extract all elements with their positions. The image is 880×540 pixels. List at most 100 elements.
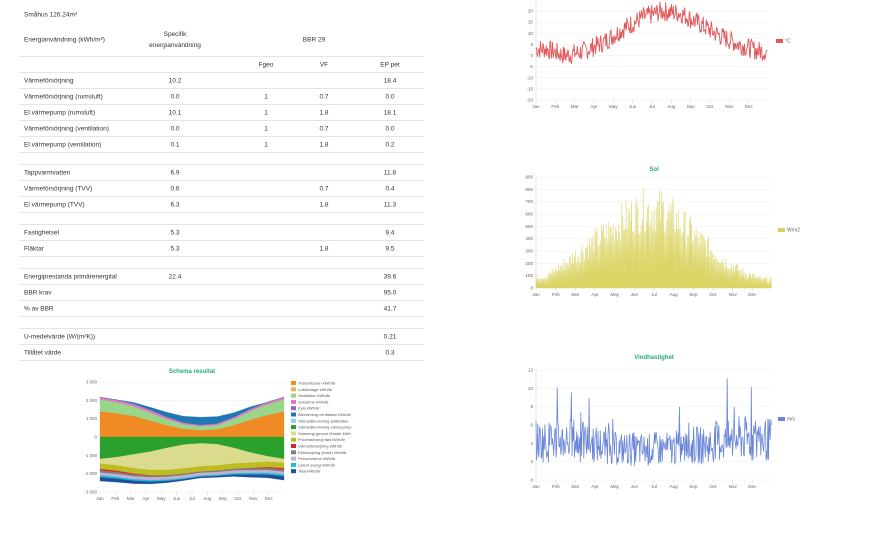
row-spec: 10.1	[168, 109, 182, 116]
y-tick-label: 1 000	[86, 416, 98, 421]
x-tick-label: Nov	[729, 292, 738, 297]
schema-resultat-chart: Schema resultat 3 000 2 000 1 000 0 -1 000 -2 …	[85, 369, 353, 501]
x-tick-label: Apr	[142, 496, 150, 501]
schema-legend-label: Luftläckage kWh/år	[298, 387, 333, 392]
x-tick-label: Aug	[670, 292, 679, 297]
x-tick-label: Feb	[552, 484, 560, 489]
building-title: Småhus 126.24m²	[24, 11, 78, 18]
row-label: Tillåtet värde	[24, 349, 61, 356]
x-tick-label: Oct	[234, 496, 242, 501]
row-vf: 0.7	[319, 125, 329, 132]
table-row: Värmeförsörjning 10.2 18.4	[20, 73, 424, 89]
y-tick-label: 10	[528, 386, 534, 391]
row-fgeo: 1	[264, 125, 268, 132]
x-tick-label: Sep	[689, 484, 698, 489]
sol-legend-label: W/m2	[787, 228, 800, 234]
sol-legend-swatch	[778, 228, 785, 232]
y-tick-label: 2 000	[86, 398, 98, 403]
row-label: BBR krav	[24, 289, 52, 296]
schema-legend-swatch	[291, 450, 296, 455]
schema-legend-label: Processenergi fast kWh/år	[298, 437, 346, 442]
row-spec: 6.9	[170, 169, 180, 176]
x-tick-label: Nov	[725, 104, 734, 109]
x-tick-label: Jun	[631, 484, 639, 489]
row-label: Tappvarmvatten	[24, 169, 71, 176]
subheader-row: Fgeo VF EP pet	[20, 57, 424, 73]
schema-legend-label: Kyla kWh/år	[298, 406, 320, 411]
x-tick-label: Jan	[532, 484, 540, 489]
table-row: BBR krav 95.0	[20, 285, 424, 301]
table-row: % av BBR 41.7	[20, 301, 424, 317]
schema-legend-label: Latent energi kWh/år	[298, 462, 336, 467]
x-tick-label: May	[157, 496, 166, 501]
y-tick-label: 400	[525, 236, 533, 241]
y-tick-label: 700	[525, 199, 533, 204]
row-label: El värmepump (TVV)	[24, 201, 85, 208]
row-vf: 1.8	[319, 201, 329, 208]
row-ep: 18.4	[383, 77, 397, 84]
row-ep: 9.5	[385, 245, 395, 252]
schema-legend-swatch	[291, 399, 296, 404]
header-row: Energianvändning (kWh/m²) Specifik energi…	[20, 23, 424, 57]
x-tick-label: Mar	[127, 496, 135, 501]
row-spec: 10.2	[168, 77, 182, 84]
schema-legend-label: Solvarme kWh/år	[298, 399, 329, 404]
y-tick-label: 6	[530, 423, 533, 428]
schema-legend-swatch	[291, 425, 296, 430]
schema-series-area	[99, 397, 285, 426]
y-tick-label: -3 000	[85, 490, 98, 495]
x-tick-label: Sep	[687, 104, 696, 109]
table-separator	[20, 153, 424, 165]
row-ep: 0.3	[385, 349, 395, 356]
x-tick-label: Jul	[651, 484, 657, 489]
table-row: El värmepump (rumsluft) 10.1 1 1.8 18.1	[20, 105, 424, 121]
row-spec: 5.3	[170, 229, 180, 236]
table-row: Tappvarmvatten 6.9 11.8	[20, 165, 424, 181]
y-tick-label: 4	[530, 441, 533, 446]
x-tick-label: Aug	[203, 496, 212, 501]
schema-title: Schema resultat	[169, 369, 215, 375]
row-ep: 39.6	[383, 273, 397, 280]
y-tick-label: 15	[528, 20, 534, 25]
row-label: El värmepump (rumsluft)	[24, 109, 96, 116]
header-ep: EP pet	[380, 61, 400, 68]
row-ep: 0.21	[383, 333, 397, 340]
y-tick-label: 0	[530, 478, 533, 483]
row-spec: 22.4	[168, 273, 182, 280]
row-spec: 5.3	[170, 245, 180, 252]
header-label: Energianvändning (kWh/m²)	[24, 36, 105, 43]
y-tick-label: 600	[525, 212, 533, 217]
row-ep: 11.8	[383, 169, 397, 176]
header-vf: VF	[319, 61, 329, 68]
schema-legend-label: Värmeåtervinning värmepump	[298, 425, 352, 430]
x-tick-label: May	[609, 104, 618, 109]
row-spec: 0.1	[170, 141, 180, 148]
y-tick-label: -10	[526, 75, 533, 80]
table-row: Energiprestanda primärenergital 22.4 39.6	[20, 269, 424, 285]
y-tick-label: 0	[530, 53, 533, 58]
row-vf: 0.7	[319, 185, 329, 192]
temperature-series-line	[535, 1, 768, 65]
building-row: Småhus 126.24m²	[20, 6, 424, 23]
row-label: Värmeförsörjning	[24, 77, 74, 84]
x-tick-label: Jan	[96, 496, 104, 501]
row-ep: 0.0	[385, 125, 395, 132]
x-tick-label: Feb	[552, 292, 560, 297]
schema-legend-swatch	[291, 456, 296, 461]
row-ep: 0.0	[385, 93, 395, 100]
x-tick-label: Apr	[590, 104, 598, 109]
row-label: Värmeförsörjning (TVV)	[24, 185, 93, 192]
schema-legend-swatch	[291, 469, 296, 474]
x-tick-label: Mar	[571, 104, 579, 109]
row-ep: 9.4	[385, 229, 395, 236]
x-tick-label: Jun	[173, 496, 181, 501]
schema-legend-label: Transmission kWh/år	[298, 381, 336, 386]
schema-legend-label: Återvinning ventilation kWh/år	[298, 412, 352, 417]
x-tick-label: Oct	[706, 104, 714, 109]
x-tick-label: Dec	[745, 104, 754, 109]
schema-legend-swatch	[291, 462, 296, 467]
table-row: U-medelvärde (W/(m²K)) 0.21	[20, 329, 424, 345]
row-vf: 1.8	[319, 141, 329, 148]
